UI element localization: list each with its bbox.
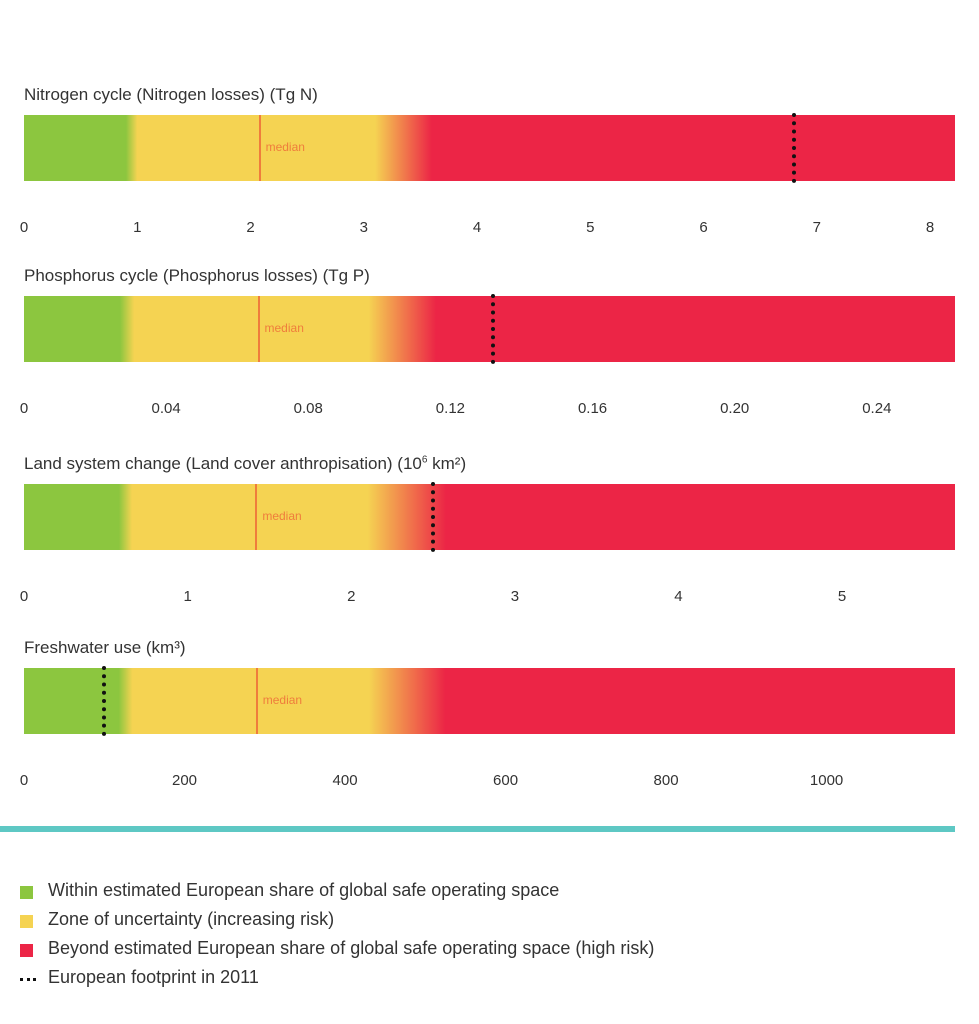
zone-safe [24, 484, 119, 550]
median-label: median [265, 140, 305, 154]
legend-label: Zone of uncertainty (increasing risk) [48, 909, 335, 929]
x-tick-label: 1 [183, 588, 192, 605]
x-tick-label: 4 [472, 219, 482, 236]
legend-label: Within estimated European share of globa… [48, 880, 560, 900]
x-tick-label: 0 [19, 400, 29, 417]
footprint-marker [431, 482, 436, 552]
x-tick-label: 0.16 [577, 400, 608, 417]
x-tick-label: 1 [133, 219, 142, 236]
median-label: median [262, 693, 303, 707]
x-tick-label: 6 [699, 219, 708, 236]
x-tick-label: 8 [925, 219, 935, 236]
risk-bar: median 0 1 2 3 4 5 [20, 482, 955, 605]
x-tick-label: 3 [510, 588, 520, 605]
footprint-marker [102, 666, 107, 736]
footprint-dotted-line-icon [20, 978, 36, 981]
zone-uncertain [132, 668, 369, 734]
x-tick-label: 0 [19, 219, 29, 236]
zone-high-risk [446, 484, 955, 550]
chart-title: Freshwater use (km³) [24, 638, 186, 657]
median-line [255, 668, 258, 734]
zone-high-risk [436, 296, 955, 362]
legend-label: European footprint in 2011 [48, 967, 259, 987]
x-tick-label: 2 [246, 219, 255, 236]
x-tick-label: 0.08 [293, 400, 323, 417]
x-tick-label: 800 [653, 772, 679, 789]
x-tick-label: 1000 [809, 772, 844, 789]
x-tick-label: 400 [332, 772, 358, 789]
x-tick-label: 0.12 [435, 400, 466, 417]
x-tick-label: 5 [837, 588, 847, 605]
median-line [257, 296, 260, 362]
chart-panel-freshwater: Freshwater use (km³) median 0 200 400 600 800… [0, 638, 979, 789]
chart-panel-nitrogen: Nitrogen cycle (Nitrogen losses) (Tg N) … [0, 85, 979, 236]
zone-uncertain [132, 484, 368, 550]
zone-safe [24, 115, 126, 181]
x-tick-label: 5 [586, 219, 595, 236]
x-tick-label: 200 [172, 772, 198, 789]
footprint-marker [491, 294, 496, 364]
high-risk-swatch [20, 944, 33, 957]
risk-bar: median 0 1 2 3 4 5 6 7 8 [20, 113, 955, 236]
section-divider [0, 826, 955, 832]
x-tick-label: 0.04 [151, 400, 181, 417]
x-tick-label: 3 [359, 219, 368, 236]
risk-bar: median 0 0.04 0.08 0.12 0.16 0.20 0.24 [20, 294, 955, 417]
footprint-marker [792, 113, 797, 183]
x-tick-label: 4 [674, 588, 683, 605]
x-tick-label: 2 [347, 588, 356, 605]
x-tick-label: 7 [812, 219, 821, 236]
x-tick-label: 0 [19, 588, 29, 605]
median-line [255, 484, 258, 550]
zone-uncertain [134, 296, 369, 362]
median-label: median [264, 321, 304, 335]
safe-swatch [20, 886, 33, 899]
legend-label: Beyond estimated European share of globa… [48, 938, 655, 958]
zone-safe [24, 296, 120, 362]
x-tick-label: 0.24 [862, 400, 892, 417]
uncertain-swatch [20, 915, 33, 928]
chart-title: Land system change (Land cover anthropis… [24, 454, 467, 473]
zone-uncertain [137, 115, 375, 181]
median-line [258, 115, 261, 181]
median-label: median [262, 509, 302, 523]
zone-high-risk [445, 668, 955, 734]
x-tick-label: 600 [493, 772, 519, 789]
zone-high-risk [432, 115, 955, 181]
x-tick-label: 0.20 [720, 400, 750, 417]
chart-panel-phosphorus: Phosphorus cycle (Phosphorus losses) (Tg… [0, 266, 979, 417]
chart-title: Nitrogen cycle (Nitrogen losses) (Tg N) [24, 85, 318, 104]
risk-bar: median 0 200 400 600 800 1000 [20, 666, 955, 789]
x-tick-label: 0 [19, 772, 29, 789]
chart-title: Phosphorus cycle (Phosphorus losses) (Tg… [24, 266, 370, 285]
chart-panel-land-system: Land system change (Land cover anthropis… [0, 454, 979, 605]
